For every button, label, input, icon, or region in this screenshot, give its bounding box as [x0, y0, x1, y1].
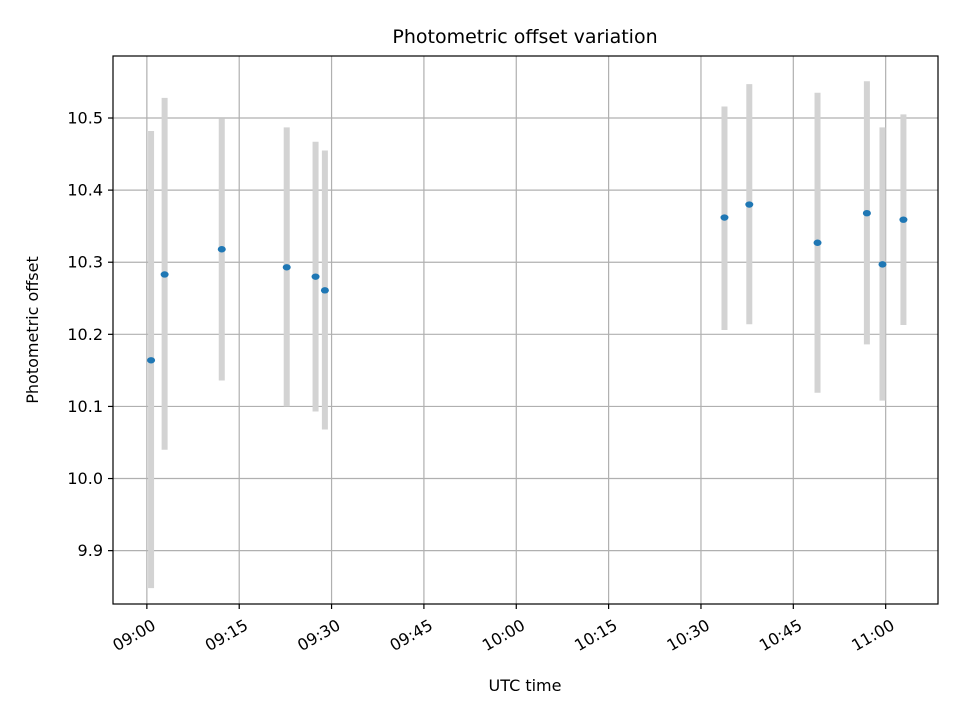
data-point	[878, 261, 887, 268]
chart-title: Photometric offset variation	[392, 26, 657, 48]
plot-frame	[112, 55, 939, 605]
y-tick-label: 10.5	[67, 109, 103, 128]
grid	[113, 56, 938, 604]
data-point	[899, 216, 908, 223]
data-point	[320, 287, 329, 294]
y-axis-label: Photometric offset	[23, 256, 42, 404]
y-tick-label: 9.9	[78, 541, 103, 560]
y-tick-label: 10.0	[67, 469, 103, 488]
data-points	[147, 201, 908, 364]
data-point	[862, 209, 871, 217]
data-point	[311, 273, 320, 280]
y-tick-label: 10.4	[67, 181, 103, 200]
data-point	[745, 201, 754, 208]
data-point	[282, 264, 291, 271]
y-tick-label: 10.2	[67, 325, 103, 344]
y-axis-ticks: 9.9 10.0 10.1 10.2 10.3 10.4 10.5	[67, 109, 113, 560]
data-point	[217, 246, 226, 253]
data-point	[720, 214, 729, 221]
x-axis-label: UTC time	[489, 676, 562, 695]
y-tick-label: 10.3	[67, 253, 103, 272]
data-point	[813, 239, 822, 246]
y-tick-label: 10.1	[67, 397, 103, 416]
data-point	[147, 357, 156, 364]
data-point	[160, 271, 169, 278]
